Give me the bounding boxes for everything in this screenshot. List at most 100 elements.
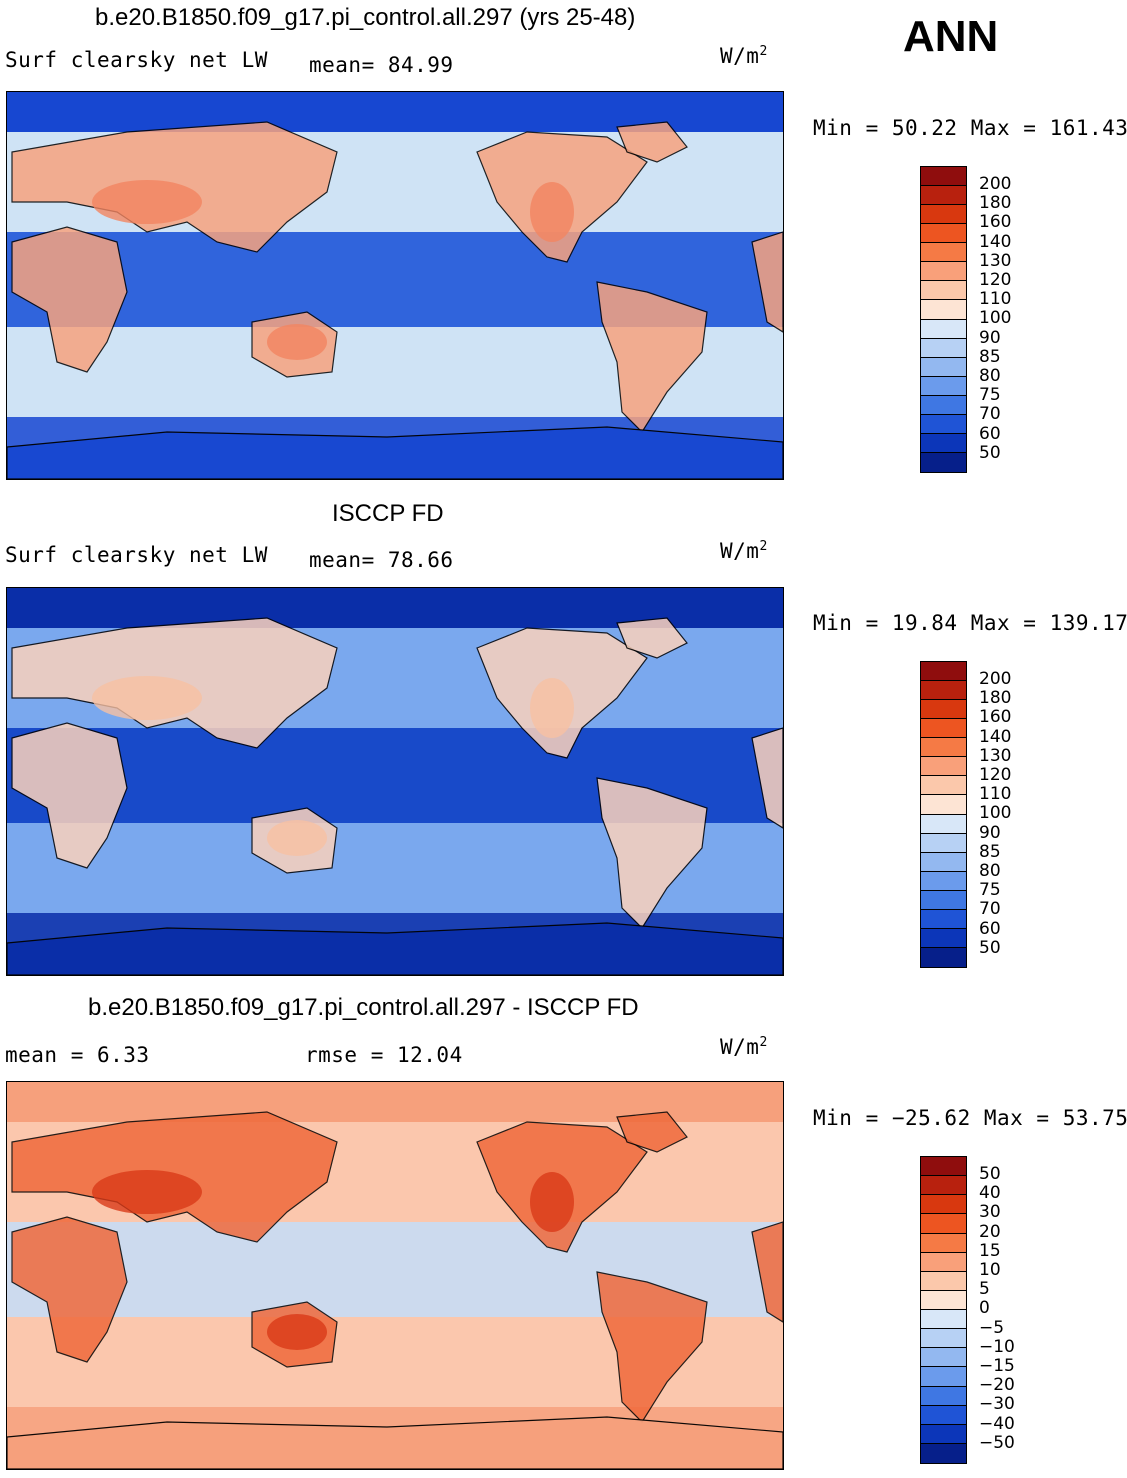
- panel2-minmax: Min = 19.84 Max = 139.17: [813, 611, 1127, 635]
- colorbar-swatch: [921, 1405, 966, 1425]
- panel1-colorbar: [920, 166, 967, 473]
- continent-outline: [596, 281, 708, 433]
- panel1-mean: mean= 84.99: [309, 53, 454, 77]
- colorbar-swatch: [921, 1195, 966, 1215]
- panel1-variable: Surf clearsky net LW: [5, 48, 268, 72]
- colorbar-label: 80: [979, 366, 1001, 386]
- colorbar-label: 75: [979, 385, 1001, 406]
- continent-outline: [616, 121, 688, 163]
- colorbar-swatch: [921, 376, 966, 396]
- desert-region: [530, 678, 574, 738]
- colorbar-label: −30: [979, 1394, 1015, 1415]
- panel1-title: b.e20.B1850.f09_g17.pi_control.all.297 (…: [95, 4, 636, 31]
- colorbar-label: 85: [979, 346, 1001, 367]
- colorbar-label: 100: [979, 803, 1012, 824]
- colorbar-label: 15: [979, 1240, 1001, 1261]
- colorbar-label: 80: [979, 861, 1001, 881]
- colorbar-swatch: [921, 186, 966, 206]
- panel2-map: [6, 587, 784, 976]
- desert-region: [267, 324, 327, 360]
- colorbar-label: 130: [979, 250, 1012, 271]
- colorbar-label: −5: [979, 1317, 1005, 1338]
- colorbar-swatch: [921, 300, 966, 320]
- colorbar-label: 5: [979, 1279, 990, 1300]
- colorbar-swatch: [921, 452, 966, 472]
- continent-outline: [616, 617, 688, 659]
- colorbar-label: 100: [979, 308, 1012, 329]
- panel3-mean: mean = 6.33: [5, 1043, 150, 1067]
- colorbar-label: 160: [979, 707, 1012, 728]
- desert-region: [267, 1314, 327, 1350]
- colorbar-label: 200: [979, 669, 1012, 689]
- colorbar-swatch: [921, 947, 966, 967]
- colorbar-swatch: [921, 1310, 966, 1330]
- colorbar-label: 140: [979, 726, 1012, 747]
- colorbar-label: 50: [979, 442, 1001, 463]
- colorbar-label: 110: [979, 784, 1012, 805]
- panel2-title: ISCCP FD: [332, 500, 444, 527]
- continent-outline: [751, 1221, 783, 1323]
- colorbar-swatch: [921, 1157, 966, 1177]
- colorbar-label: 20: [979, 1221, 1001, 1242]
- panel1-minmax: Min = 50.22 Max = 161.43: [813, 116, 1127, 140]
- panel3-minmax: Min = −25.62 Max = 53.75: [813, 1106, 1127, 1130]
- panel2-colorbar: [920, 661, 967, 968]
- colorbar-swatch: [921, 1290, 966, 1310]
- continent-outline: [596, 1271, 708, 1423]
- colorbar-swatch: [921, 281, 966, 301]
- colorbar-label: 120: [979, 765, 1012, 785]
- colorbar-swatch: [921, 928, 966, 948]
- desert-region: [530, 1172, 574, 1232]
- colorbar-swatch: [921, 795, 966, 815]
- continent-outline: [11, 722, 128, 869]
- colorbar-swatch: [921, 205, 966, 225]
- colorbar-swatch: [921, 1367, 966, 1387]
- panel2-units: W/m2: [720, 539, 768, 563]
- colorbar-swatch: [921, 681, 966, 701]
- colorbar-label: 30: [979, 1202, 1001, 1223]
- colorbar-label: −15: [979, 1356, 1015, 1376]
- season-label: ANN: [903, 12, 999, 61]
- colorbar-swatch: [921, 262, 966, 282]
- colorbar-swatch: [921, 852, 966, 872]
- colorbar-swatch: [921, 319, 966, 339]
- desert-region: [530, 182, 574, 242]
- colorbar-label: 75: [979, 880, 1001, 901]
- colorbar-swatch: [921, 757, 966, 777]
- colorbar-swatch: [921, 414, 966, 434]
- desert-region: [92, 676, 202, 720]
- colorbar-label: −50: [979, 1432, 1015, 1453]
- colorbar-swatch: [921, 814, 966, 834]
- panel2-mean: mean= 78.66: [309, 548, 454, 572]
- colorbar-label: 50: [979, 1164, 1001, 1184]
- panel3-title: b.e20.B1850.f09_g17.pi_control.all.297 -…: [88, 994, 639, 1021]
- colorbar-swatch: [921, 1386, 966, 1406]
- colorbar-label: 60: [979, 423, 1001, 444]
- colorbar-label: 140: [979, 231, 1012, 252]
- colorbar-swatch: [921, 1214, 966, 1234]
- panel2-variable: Surf clearsky net LW: [5, 543, 268, 567]
- colorbar-swatch: [921, 776, 966, 796]
- colorbar-swatch: [921, 1233, 966, 1253]
- continent-outline: [11, 1216, 128, 1363]
- colorbar-swatch: [921, 338, 966, 358]
- continent-outline: [616, 1111, 688, 1153]
- colorbar-label: 70: [979, 404, 1001, 425]
- colorbar-label: −10: [979, 1336, 1015, 1357]
- continent-outline: [7, 1416, 783, 1469]
- panel3-units: W/m2: [720, 1035, 768, 1059]
- colorbar-label: 0: [979, 1298, 990, 1319]
- colorbar-label: 120: [979, 270, 1012, 290]
- colorbar-swatch: [921, 719, 966, 739]
- colorbar-swatch: [921, 433, 966, 453]
- colorbar-label: 10: [979, 1260, 1001, 1280]
- colorbar-swatch: [921, 167, 966, 187]
- colorbar-swatch: [921, 1329, 966, 1349]
- colorbar-swatch: [921, 1176, 966, 1196]
- continent-outline: [7, 922, 783, 975]
- colorbar-label: 130: [979, 745, 1012, 766]
- colorbar-swatch: [921, 1271, 966, 1291]
- colorbar-label: 160: [979, 212, 1012, 233]
- colorbar-label: −20: [979, 1375, 1015, 1396]
- colorbar-label: 50: [979, 937, 1001, 958]
